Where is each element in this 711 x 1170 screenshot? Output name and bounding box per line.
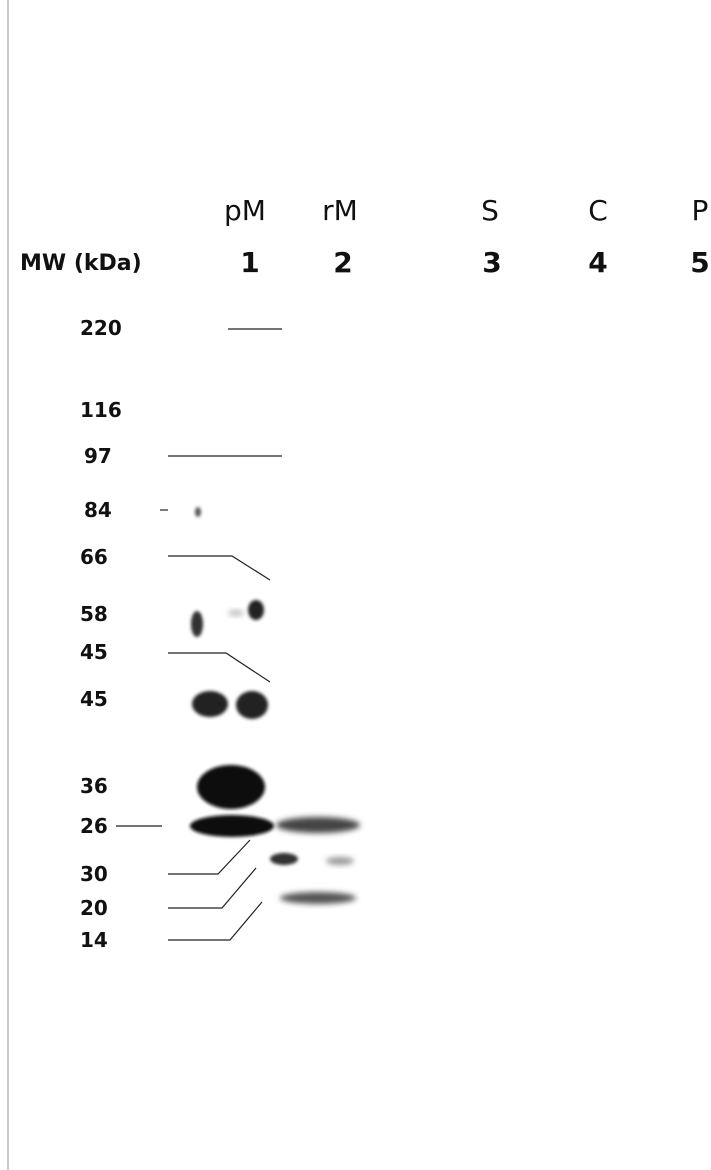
lane-number: 4 bbox=[588, 246, 607, 279]
marker-label: 36 bbox=[80, 774, 108, 798]
marker-label: 20 bbox=[80, 896, 108, 920]
lane-label: S bbox=[481, 194, 499, 227]
marker-label: 26 bbox=[80, 814, 108, 838]
lane-label: pM bbox=[224, 194, 266, 227]
lane-number: 3 bbox=[482, 246, 501, 279]
marker-label: 45 bbox=[80, 640, 108, 664]
gel-bands bbox=[190, 507, 360, 904]
marker-label: 97 bbox=[84, 444, 112, 468]
mw-header: MW (kDa) bbox=[20, 251, 142, 276]
lane-number: 2 bbox=[333, 246, 352, 279]
marker-label: 220 bbox=[80, 316, 122, 340]
lane-label: P bbox=[692, 194, 709, 227]
lane-number: 1 bbox=[240, 246, 259, 279]
lane-label: C bbox=[588, 194, 608, 227]
marker-label: 45 bbox=[80, 687, 108, 711]
marker-label: 116 bbox=[80, 398, 122, 422]
marker-label: 66 bbox=[80, 545, 108, 569]
lane-label: rM bbox=[322, 194, 358, 227]
marker-label: 58 bbox=[80, 602, 108, 626]
lane-number: 5 bbox=[690, 246, 709, 279]
marker-label: 14 bbox=[80, 928, 108, 952]
marker-label: 30 bbox=[80, 862, 108, 886]
marker-label: 84 bbox=[84, 498, 112, 522]
gel-figure: pM rM S C P MW (kDa) 1 2 3 4 5 220 116 9… bbox=[0, 0, 711, 1170]
page: pM rM S C P MW (kDa) 1 2 3 4 5 220 116 9… bbox=[0, 0, 711, 1170]
